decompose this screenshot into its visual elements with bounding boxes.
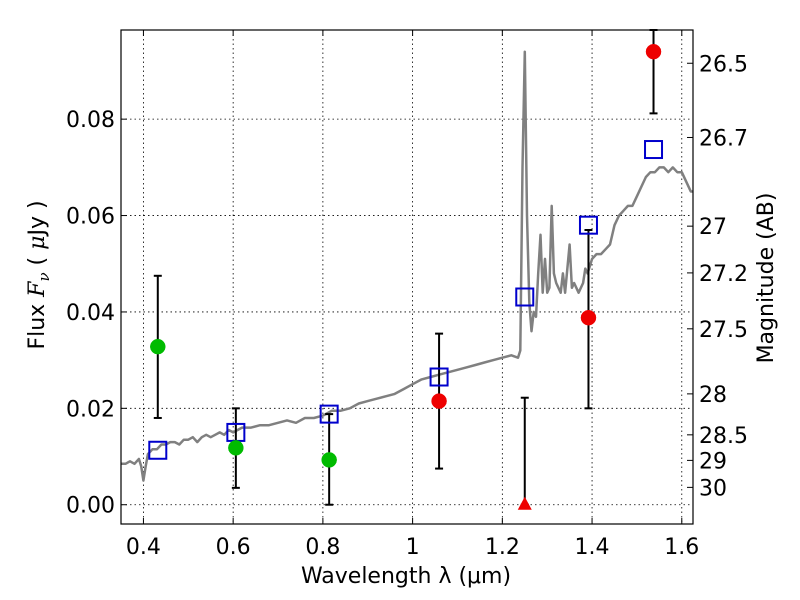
right-tick-label: 29 xyxy=(699,449,727,474)
x-axis-title: Wavelength λ (μm) xyxy=(301,564,511,589)
model-square xyxy=(148,440,168,460)
right-tick-label: 26.7 xyxy=(699,126,748,151)
y-tick-label: 0.08 xyxy=(66,108,115,133)
observed-point xyxy=(150,338,166,355)
y-tick-labels: 0.00 0.02 0.04 0.06 0.08 xyxy=(66,108,115,519)
y-tick-label: 0.04 xyxy=(66,301,115,326)
y-axis-title: Flux Fν ( μJy ) xyxy=(25,200,53,349)
model-square xyxy=(578,215,598,235)
right-tick-label: 30 xyxy=(699,476,727,501)
x-tick-label: 0.4 xyxy=(126,535,161,560)
x-tick-label: 0.8 xyxy=(305,535,340,560)
observed-point xyxy=(645,43,662,60)
x-tick-labels: 0.4 0.6 0.8 1 1.2 1.4 1.6 xyxy=(126,535,699,560)
template-spectrum-line xyxy=(121,50,693,482)
right-tick-label: 27.2 xyxy=(699,262,748,287)
right-tick-label: 28 xyxy=(699,383,727,408)
model-square xyxy=(515,287,535,307)
template-spectrum-layer xyxy=(121,50,693,482)
model-photometry-layer xyxy=(148,140,664,460)
grid-lines xyxy=(121,30,693,524)
right-tick-label: 27 xyxy=(699,215,727,240)
right-tick-label: 27.5 xyxy=(699,318,748,343)
x-tick-label: 0.6 xyxy=(216,535,251,560)
observed-point xyxy=(228,440,244,456)
y-tick-label: 0.06 xyxy=(66,205,115,230)
x-tick-label: 1.2 xyxy=(485,535,520,560)
model-square xyxy=(644,140,664,160)
y-tick-label: 0.02 xyxy=(66,397,115,422)
x-tick-label: 1.4 xyxy=(575,535,610,560)
observed-photometry-layer xyxy=(150,43,662,510)
observed-point xyxy=(321,452,337,468)
x-tick-label: 1 xyxy=(406,535,420,560)
observed-point xyxy=(431,393,447,409)
right-tick-label: 28.5 xyxy=(699,424,748,449)
right-tick-label: 26.5 xyxy=(699,52,748,77)
observed-point xyxy=(580,309,597,326)
upper-limit-triangle xyxy=(517,496,532,510)
x-tick-label: 1.6 xyxy=(664,535,699,560)
plot-frame xyxy=(120,29,694,525)
right-axis-title: Magnitude (AB) xyxy=(754,193,779,364)
model-square xyxy=(319,404,339,424)
axis-ticks xyxy=(121,30,693,524)
model-square xyxy=(429,367,449,387)
y-tick-label: 0.00 xyxy=(66,494,115,519)
